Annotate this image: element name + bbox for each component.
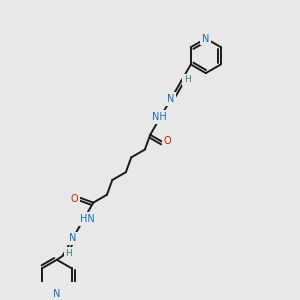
Text: H: H [184,75,190,84]
Text: HN: HN [80,214,94,224]
Text: N: N [167,94,175,104]
Text: H: H [65,249,72,258]
Text: N: N [69,233,76,243]
Text: O: O [71,194,79,204]
Text: O: O [164,136,172,146]
Text: N: N [53,290,61,299]
Text: NH: NH [152,112,167,122]
Text: N: N [202,34,209,44]
